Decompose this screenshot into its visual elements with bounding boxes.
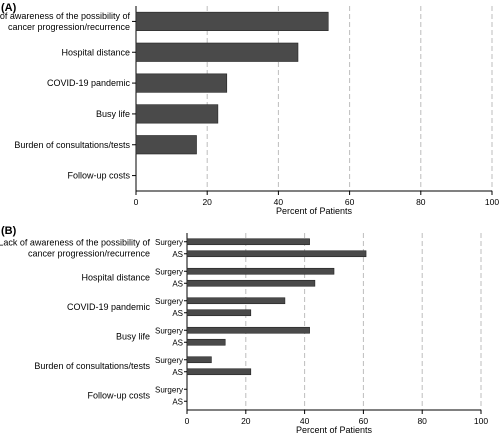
panel-a-category-label-line: cancer progression/recurrence xyxy=(8,22,130,32)
panel-a-bar xyxy=(135,11,329,31)
panel-b-bar xyxy=(186,326,310,334)
panel-a-category-label: Follow-up costs xyxy=(67,171,130,181)
panel-a-tick-label: 40 xyxy=(274,197,284,207)
panel-a-bar xyxy=(135,73,228,93)
panel-b-subgroup-label: AS xyxy=(172,368,183,377)
panel-b-tick-label: 20 xyxy=(241,416,251,426)
panel-b-category-label: Burden of consultations/tests xyxy=(34,361,150,371)
panel-a-x-axis-title: Percent of Patients xyxy=(276,206,353,216)
panel-a-bar xyxy=(135,135,197,155)
panel-b-subgroup-label: Surgery xyxy=(155,297,183,306)
panel-b-bar xyxy=(186,250,367,258)
panel-b-category-label-line: Busy life xyxy=(116,331,150,341)
panel-b-bar xyxy=(186,238,310,246)
panel-b-subgroup-label: Surgery xyxy=(155,238,183,247)
panel-a-category-label: Burden of consultations/tests xyxy=(14,140,130,150)
panel-b-bar xyxy=(186,368,252,376)
panel-a-category-label-line: Lack of awareness of the possibility of xyxy=(0,11,130,21)
panel-b-bar xyxy=(186,297,286,305)
panel-b-bar xyxy=(186,356,212,364)
panel-b-subgroup-label: AS xyxy=(172,309,183,318)
panel-a-category-label: Busy life xyxy=(96,109,130,119)
panel-b-bar xyxy=(186,309,252,317)
panel-a-bar xyxy=(135,104,219,124)
panel-a-tick-label: 0 xyxy=(134,197,139,207)
panel-b-subgroup-label: AS xyxy=(172,397,183,406)
panel-b-category-label-line: Follow-up costs xyxy=(87,390,150,400)
panel-b-chart: 0 20 40 60 80 100 Percent of Patients Surgery AS… xyxy=(0,233,488,435)
panel-a-category-label-line: Busy life xyxy=(96,109,130,119)
panel-a-category-label: COVID-19 pandemic xyxy=(47,78,131,88)
panel-b-subgroup-label: Surgery xyxy=(155,385,183,394)
panel-b-tick-label: 60 xyxy=(359,416,369,426)
panel-a-category-label-line: Burden of consultations/tests xyxy=(14,140,130,150)
panel-a-tick-label: 80 xyxy=(416,197,426,207)
panel-b-category-label-line: cancer progression/recurrence xyxy=(28,248,150,258)
panel-a-tick-label: 100 xyxy=(485,197,499,207)
panel-b-subgroup-label: Surgery xyxy=(155,356,183,365)
panel-a-category-label-line: COVID-19 pandemic xyxy=(47,78,131,88)
panel-b-tick-label: 40 xyxy=(300,416,310,426)
panel-b-category-label-line: Burden of consultations/tests xyxy=(34,361,150,371)
panel-b-category-label: Follow-up costs xyxy=(87,390,150,400)
panel-a-chart: 0 20 40 60 80 100 Percent of Patients Lack of a… xyxy=(0,6,499,216)
panel-b-category-label: Lack of awareness of the possibility of c… xyxy=(0,237,150,258)
panel-b-bar xyxy=(186,338,226,346)
panel-b-subgroup-label: Surgery xyxy=(155,267,183,276)
panel-b-category-label: Hospital distance xyxy=(81,272,150,282)
panel-b-category-label-line: Lack of awareness of the possibility of xyxy=(0,237,150,247)
panel-b-x-axis-title: Percent of Patients xyxy=(296,425,373,435)
panel-b-subgroup-label: AS xyxy=(172,250,183,259)
panel-a-category-label: Lack of awareness of the possibility ofc… xyxy=(0,11,130,32)
panel-b-category-label: COVID-19 pandemic xyxy=(67,302,151,312)
panel-b-tick-label: 80 xyxy=(417,416,427,426)
panel-a-tick-label: 60 xyxy=(345,197,355,207)
panel-b-subgroup-label: AS xyxy=(172,338,183,347)
panel-b-tick-label: 0 xyxy=(185,416,190,426)
panel-b-subgroup-label: AS xyxy=(172,279,183,288)
panel-b-tick-label: 100 xyxy=(474,416,488,426)
panel-b-category-label-line: Hospital distance xyxy=(81,272,150,282)
panel-b-category-label-line: COVID-19 pandemic xyxy=(67,302,151,312)
panel-b-subgroup-label: Surgery xyxy=(155,326,183,335)
panel-b-bar xyxy=(186,279,316,287)
panel-a-label: (A) xyxy=(1,2,17,14)
panel-a-category-label-line: Follow-up costs xyxy=(67,171,130,181)
panel-a-bar xyxy=(135,42,299,62)
panel-b-category-label: Busy life xyxy=(116,331,150,341)
panel-a-category-label-line: Hospital distance xyxy=(61,47,130,57)
panel-b-label: (B) xyxy=(1,225,17,237)
panel-a-category-label: Hospital distance xyxy=(61,47,130,57)
panel-b-bar xyxy=(186,267,335,275)
panel-a-tick-label: 20 xyxy=(202,197,212,207)
